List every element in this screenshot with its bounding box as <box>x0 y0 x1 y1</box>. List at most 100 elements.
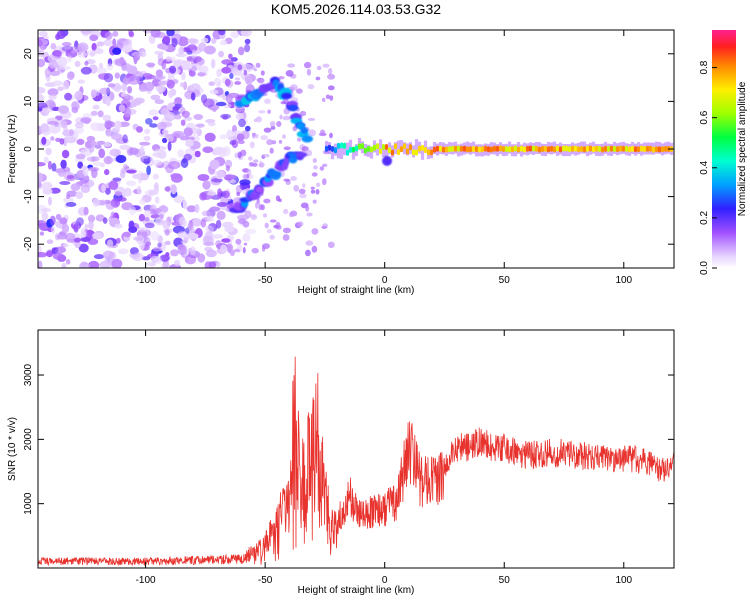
noise-blob <box>191 49 197 59</box>
snr-y-axis-label: SNR (10 * v/v) <box>7 417 18 481</box>
noise-blob <box>100 162 105 168</box>
central-band-segment <box>477 146 482 153</box>
noise-blob <box>181 72 186 81</box>
noise-blob <box>152 173 159 180</box>
noise-blob <box>45 99 56 110</box>
central-band-segment <box>456 145 461 152</box>
central-band-segment <box>354 145 359 152</box>
noise-blob <box>217 188 223 198</box>
noise-blob <box>191 65 198 72</box>
noise-blob <box>128 206 136 216</box>
noise-blob <box>102 217 108 224</box>
noise-blob <box>186 232 199 240</box>
central-band-halo <box>396 140 401 153</box>
noise-blob <box>244 210 252 219</box>
noise-blob <box>41 208 52 213</box>
noise-blob <box>204 45 216 55</box>
central-band-segment <box>384 144 389 150</box>
noise-blob <box>61 149 70 159</box>
noise-blob <box>278 76 285 80</box>
noise-blob <box>128 30 133 37</box>
noise-blob <box>162 137 168 144</box>
central-band-segment <box>459 145 464 152</box>
noise-blob <box>230 31 240 39</box>
noise-blob <box>158 80 167 86</box>
noise-blob <box>115 154 127 164</box>
noise-blob <box>38 172 43 182</box>
noise-blob <box>44 67 51 78</box>
noise-blob <box>143 209 152 218</box>
noise-blob <box>155 69 164 77</box>
noise-blob <box>80 66 92 75</box>
noise-blob <box>283 208 289 215</box>
noise-blob <box>234 77 241 81</box>
noise-blob <box>76 217 84 226</box>
noise-blob <box>320 129 326 136</box>
central-band-segment <box>492 145 497 152</box>
noise-blob <box>138 213 146 222</box>
noise-blob <box>178 216 186 226</box>
central-band-segment <box>429 149 434 156</box>
central-band-segment <box>441 146 446 153</box>
noise-blob <box>266 228 272 234</box>
noise-blob <box>327 241 335 248</box>
noise-blob <box>62 243 69 248</box>
noise-blob <box>164 240 171 246</box>
noise-blob <box>316 65 322 71</box>
noise-blob <box>282 115 291 121</box>
noise-blob <box>204 246 213 252</box>
snr-x-ticks: -100 -50 0 50 100 <box>136 330 633 586</box>
snr-x-axis-label: Height of straight line (km) <box>298 585 415 596</box>
y-tick-label: 3000 <box>23 363 34 386</box>
noise-blob <box>186 205 197 213</box>
noise-blob <box>125 180 137 187</box>
noise-blob <box>50 136 55 141</box>
noise-blob <box>74 240 81 248</box>
noise-blob <box>237 64 243 71</box>
noise-blob <box>222 146 231 157</box>
noise-blob <box>159 213 164 220</box>
noise-blob <box>179 82 186 88</box>
noise-blob <box>262 243 270 250</box>
noise-blob <box>222 221 234 228</box>
noise-blob <box>229 249 235 257</box>
noise-blob <box>138 154 150 159</box>
snr-background <box>38 330 674 568</box>
noise-blob <box>253 159 259 163</box>
noise-blob <box>298 188 306 194</box>
noise-blob <box>120 168 127 174</box>
noise-blob <box>233 248 241 253</box>
noise-blob <box>307 117 316 121</box>
noise-blob <box>58 105 69 114</box>
noise-blob <box>65 202 77 207</box>
noise-blob <box>236 191 241 197</box>
noise-blob <box>207 215 214 222</box>
noise-blob <box>114 72 121 79</box>
noise-blob <box>144 217 150 222</box>
x-tick-label: 50 <box>499 575 511 586</box>
noise-blob <box>112 38 117 47</box>
noise-blob <box>229 72 234 79</box>
noise-blob <box>87 50 97 56</box>
noise-blob <box>305 205 310 212</box>
noise-blob <box>94 144 102 149</box>
central-band-segment <box>360 143 365 149</box>
noise-blob <box>216 210 226 220</box>
noise-blob <box>38 107 43 112</box>
noise-blob <box>179 135 189 141</box>
noise-blob <box>161 262 170 268</box>
central-band-segment <box>327 144 332 151</box>
noise-blob <box>226 129 234 140</box>
noise-blob <box>180 158 189 169</box>
noise-blob <box>38 95 45 101</box>
noise-blob <box>80 30 93 35</box>
noise-blob <box>127 75 140 85</box>
central-band-segment <box>633 146 638 153</box>
noise-blob <box>322 97 326 103</box>
central-band-segment <box>570 145 575 152</box>
noise-blob <box>74 90 83 101</box>
noise-blob <box>245 228 257 235</box>
noise-blob <box>108 180 119 190</box>
noise-blob <box>243 69 247 76</box>
x-tick-label: -50 <box>258 575 273 586</box>
